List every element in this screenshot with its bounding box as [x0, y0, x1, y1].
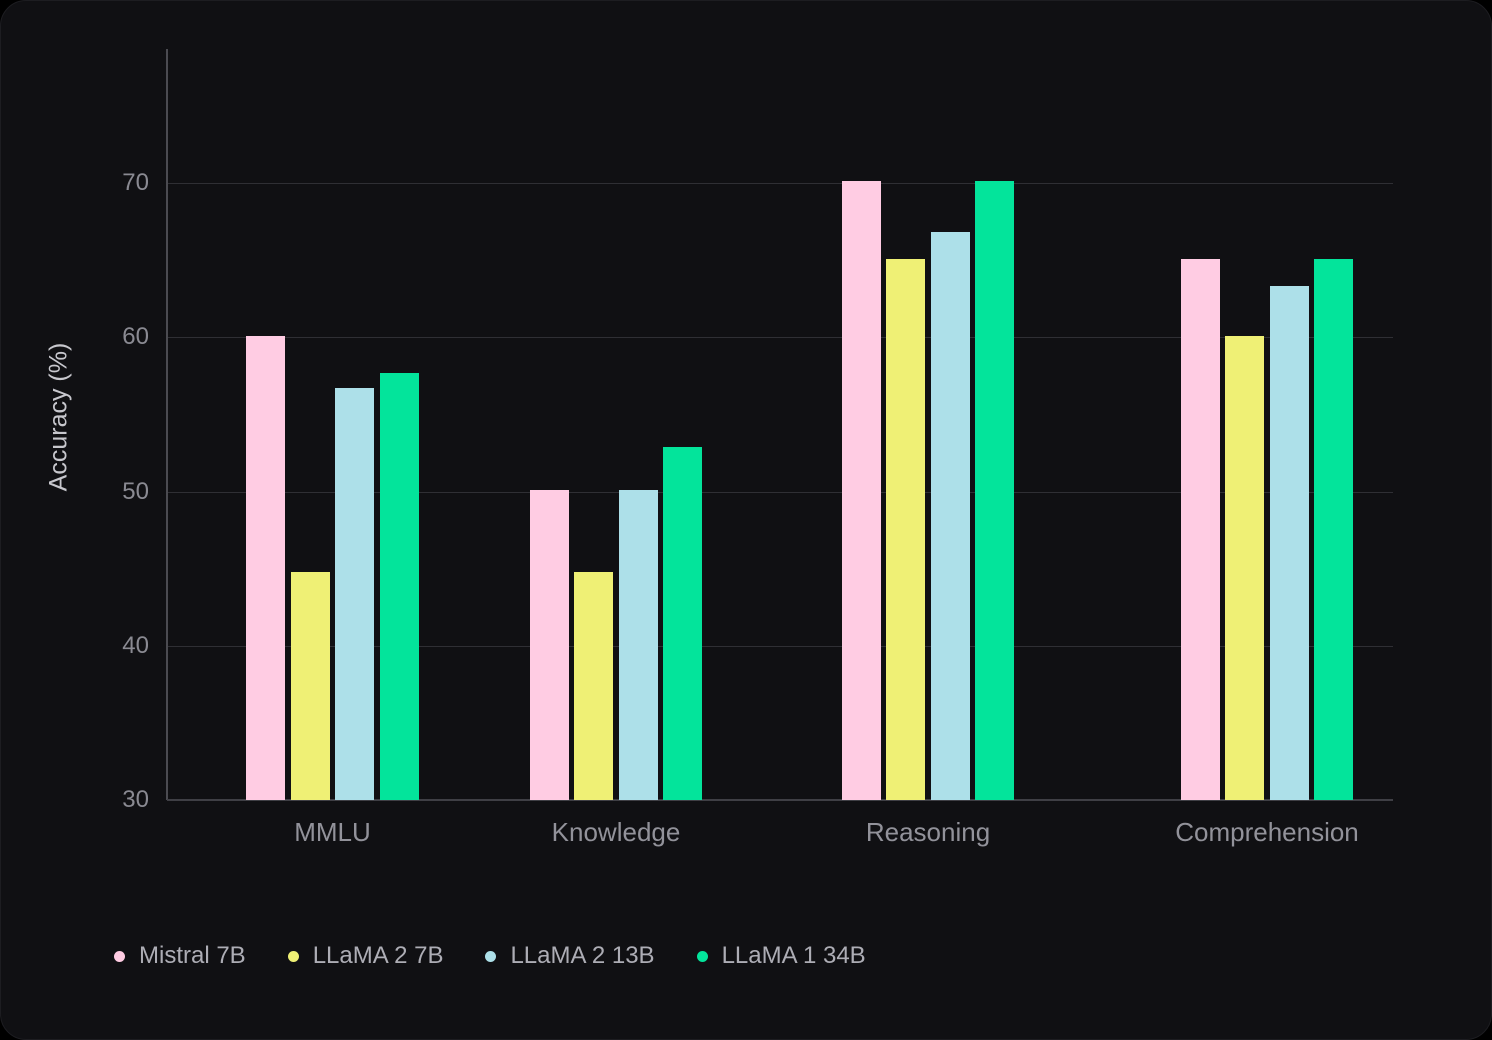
gridline-40 — [167, 645, 1393, 647]
bar-llama-2-7b-reasoning — [886, 258, 926, 800]
chart-legend: Mistral 7B LLaMA 2 7B LLaMA 2 13B LLaMA 1 3… — [114, 941, 866, 971]
legend-item-llama-2-7b: LLaMA 2 7B — [287, 941, 444, 971]
legend-swatch-icon-llama-2-7b — [287, 950, 299, 962]
bar-llama-2-13b-mmlu — [335, 388, 375, 800]
y-tick-label-60: 60 — [122, 323, 149, 351]
legend-item-llama-2-13b: LLaMA 2 13B — [485, 941, 655, 971]
y-tick-label-70: 70 — [122, 169, 149, 196]
bar-llama-2-13b-reasoning — [930, 232, 970, 800]
bar-llama-1-34b-mmlu — [379, 372, 419, 800]
legend-item-mistral-7b: Mistral 7B — [114, 941, 246, 971]
legend-swatch-icon-llama-2-13b — [485, 950, 497, 962]
gridline-60 — [167, 337, 1393, 339]
bar-mistral-7b-reasoning — [841, 181, 881, 800]
bar-llama-2-13b-knowledge — [618, 489, 658, 800]
y-tick-label-40: 40 — [122, 631, 149, 659]
y-axis-title: Accuracy (%) — [44, 342, 73, 492]
bar-llama-2-7b-comprehension — [1225, 335, 1265, 800]
bar-llama-1-34b-reasoning — [975, 181, 1015, 800]
gridline-70 — [167, 183, 1393, 184]
legend-label-llama-1-34b: LLaMA 1 34B — [721, 942, 866, 969]
legend-swatch-icon-llama-1-34b — [696, 950, 708, 962]
bar-llama-2-7b-knowledge — [574, 571, 614, 800]
legend-label-llama-2-7b: LLaMA 2 7B — [312, 942, 444, 969]
legend-item-llama-1-34b: LLaMA 1 34B — [696, 941, 866, 971]
bar-mistral-7b-mmlu — [246, 335, 286, 800]
legend-label-llama-2-13b: LLaMA 2 13B — [510, 942, 655, 969]
y-tick-label-30: 30 — [122, 786, 149, 813]
bar-mistral-7b-comprehension — [1180, 258, 1220, 800]
x-axis-label-mmlu: MMLU — [294, 817, 371, 847]
bar-llama-1-34b-knowledge — [663, 446, 703, 800]
legend-swatch-icon-mistral-7b — [114, 950, 125, 962]
x-axis-label-reasoning: Reasoning — [865, 817, 991, 847]
bar-llama-2-7b-mmlu — [290, 571, 330, 800]
x-axis-line — [167, 799, 1393, 801]
gridline-50 — [167, 491, 1393, 493]
y-axis-line — [166, 49, 168, 800]
bar-llama-2-13b-comprehension — [1269, 286, 1309, 800]
bar-llama-1-34b-comprehension — [1314, 258, 1354, 800]
bar-mistral-7b-knowledge — [529, 489, 569, 800]
legend-label-mistral-7b: Mistral 7B — [139, 942, 246, 969]
y-tick-label-50: 50 — [122, 477, 149, 505]
x-axis-label-knowledge: Knowledge — [551, 817, 681, 847]
x-axis-label-comprehension: Comprehension — [1175, 817, 1359, 847]
